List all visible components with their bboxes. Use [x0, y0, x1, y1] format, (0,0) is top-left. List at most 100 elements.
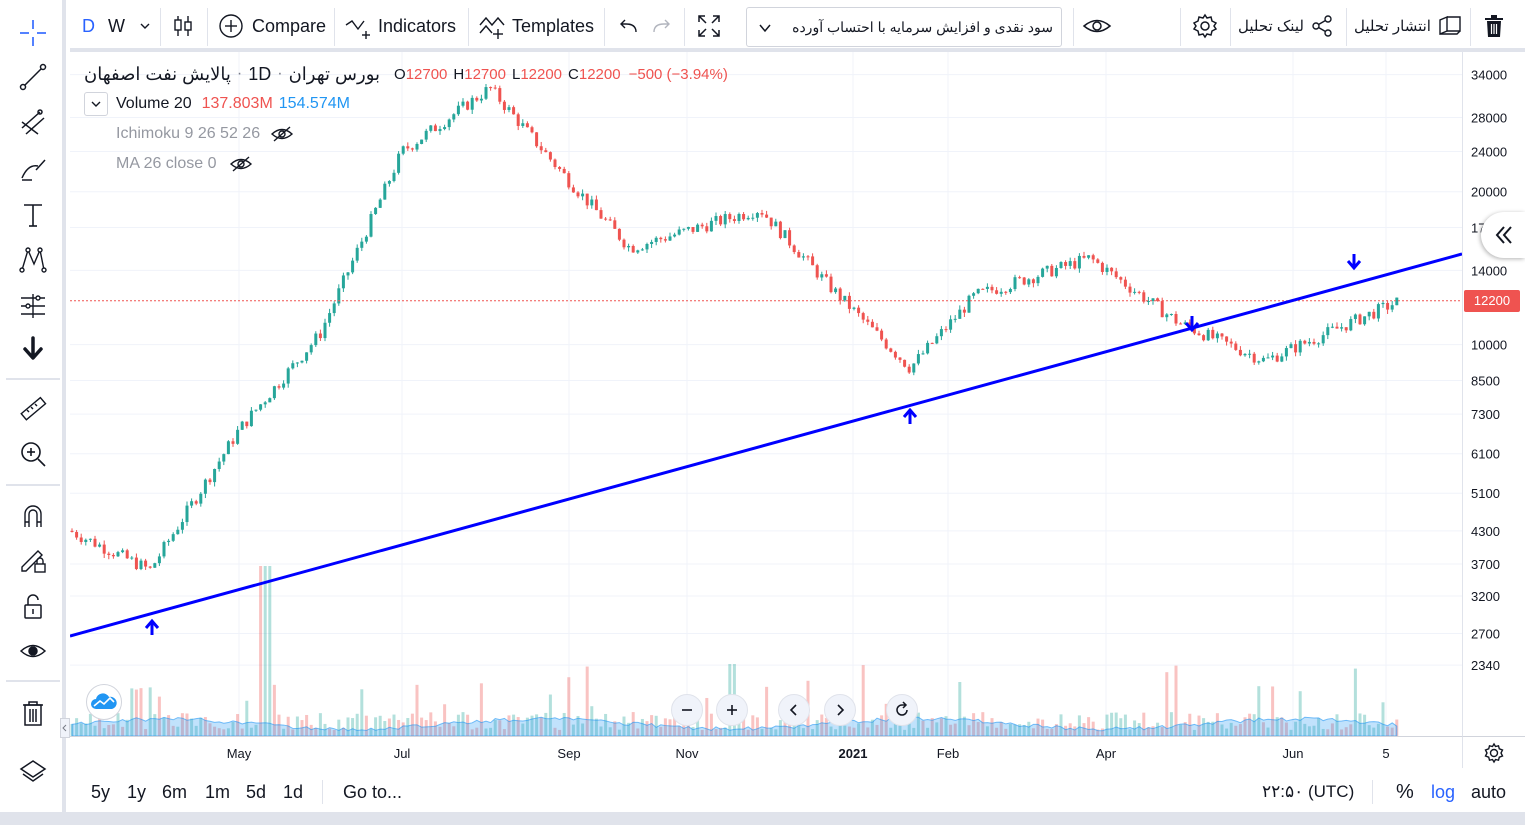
template-select[interactable]: سود نقدی و افزایش سرمایه با احتساب آورده [746, 7, 1062, 47]
undo-icon[interactable] [616, 0, 640, 52]
candle-body [1211, 329, 1215, 339]
interval-daily-button[interactable]: D [82, 0, 95, 52]
publish-button[interactable]: انتشار تحلیل [1354, 0, 1463, 52]
brush-icon[interactable] [12, 150, 54, 188]
zoom-in-icon[interactable] [12, 435, 54, 473]
bottom-toolbar: 5y 1y 6m 1m 5d 1d Go to... ۲۲:۵۰ (UTC) %… [70, 772, 1525, 812]
ohlc-close-label: C [568, 65, 579, 83]
collapse-left-handle-icon[interactable] [60, 718, 70, 738]
ma-legend-row[interactable]: MA 26 close 0 [116, 152, 253, 176]
interval-dropdown-chevron-icon[interactable] [138, 0, 152, 52]
candle-body [1073, 261, 1077, 269]
price-chart[interactable] [69, 52, 1463, 737]
interval-weekly-button[interactable]: W [108, 0, 125, 52]
range-1m-button[interactable]: 1m [205, 772, 230, 812]
range-5d-button[interactable]: 5d [246, 772, 266, 812]
candle-body [599, 210, 603, 219]
volume-bar [1289, 729, 1293, 736]
ichimoku-legend-row[interactable]: Ichimoku 9 26 52 26 [116, 122, 294, 146]
candle-body [1059, 262, 1063, 268]
arrow-up-marker[interactable] [144, 618, 160, 635]
volume-bar [875, 724, 879, 736]
share-link-button[interactable]: لینک تحلیل [1238, 0, 1334, 52]
candle-body [378, 199, 382, 208]
symbol-legend-row[interactable]: پالایش نفت اصفهان · 1D · بورس تهران O 127… [84, 63, 728, 84]
forecast-tool-icon[interactable] [12, 286, 54, 324]
scroll-right-button[interactable] [824, 694, 856, 726]
scale-settings-gear-icon[interactable] [1462, 736, 1525, 768]
volume-legend-row[interactable]: Volume 20 137.803M 154.574M [84, 92, 350, 116]
indicators-button[interactable]: Indicators [344, 0, 456, 52]
range-6m-button[interactable]: 6m [162, 772, 187, 812]
volume-bar [967, 725, 971, 736]
trend-line-icon[interactable] [12, 58, 54, 96]
fullscreen-icon[interactable] [696, 0, 722, 52]
candle-body [406, 146, 410, 149]
percent-scale-toggle[interactable]: % [1396, 772, 1414, 812]
hidden-eye-icon[interactable] [229, 155, 253, 173]
compare-button[interactable]: Compare [218, 0, 326, 52]
arrow-down-marker[interactable] [1346, 254, 1362, 271]
candle-body [245, 421, 249, 427]
arrow-markers[interactable] [144, 254, 1362, 635]
arrow-up-marker[interactable] [902, 407, 918, 424]
chart-type-candles-icon[interactable] [170, 0, 196, 52]
expand-side-panel-button[interactable] [1481, 212, 1525, 258]
candle-body [1220, 333, 1224, 337]
redo-icon[interactable] [650, 0, 674, 52]
zoom-out-button[interactable] [671, 694, 703, 726]
trend-line-drawing[interactable] [69, 252, 1463, 638]
trash-icon[interactable] [12, 694, 54, 732]
auto-scale-toggle[interactable]: auto [1471, 772, 1506, 812]
pattern-tool-icon[interactable] [12, 240, 54, 278]
range-5y-button[interactable]: 5y [91, 772, 110, 812]
templates-button[interactable]: Templates [478, 0, 594, 52]
volume-bar [525, 717, 529, 736]
layers-icon[interactable] [12, 753, 54, 791]
time-tick-label: Apr [1096, 746, 1117, 761]
settings-gear-icon[interactable] [1192, 0, 1218, 52]
visibility-eye-icon[interactable] [1082, 0, 1112, 52]
reset-chart-button[interactable] [886, 694, 918, 726]
fib-tool-icon[interactable] [12, 104, 54, 142]
volume-bar [627, 722, 631, 736]
volume-bar [990, 718, 994, 736]
scroll-left-button[interactable] [778, 694, 810, 726]
crosshair-icon[interactable] [12, 14, 54, 52]
timezone-button[interactable]: ۲۲:۵۰ (UTC) [1262, 772, 1354, 812]
legend-collapse-chevron-icon[interactable] [84, 92, 108, 116]
candle-body [875, 327, 879, 331]
volume-bar [939, 718, 943, 736]
arrow-down-tool-icon[interactable] [12, 330, 54, 368]
candle-body [1349, 319, 1353, 331]
goto-date-button[interactable]: Go to... [343, 772, 402, 812]
time-scale[interactable]: May Jul Sep Nov 2021 Feb Apr Jun 5 [70, 736, 1462, 768]
volume-bar [1367, 725, 1371, 736]
zoom-in-button[interactable] [716, 694, 748, 726]
volume-bar [1344, 727, 1348, 736]
eye-icon[interactable] [12, 632, 54, 670]
volume-bar [972, 713, 976, 736]
toolbar-divider [6, 378, 60, 380]
text-tool-icon[interactable] [12, 196, 54, 234]
range-1d-button[interactable]: 1d [283, 772, 303, 812]
lock-drawing-icon[interactable] [12, 541, 54, 579]
price-scale[interactable]: 3400028000240002000017000140001000085007… [1462, 52, 1525, 736]
toolbar-divider [684, 8, 685, 46]
chart-pane[interactable] [69, 52, 1463, 737]
range-1y-button[interactable]: 1y [127, 772, 146, 812]
ruler-icon[interactable] [12, 390, 54, 428]
candle-body [1229, 341, 1233, 344]
delete-icon[interactable] [1482, 0, 1506, 52]
log-scale-toggle[interactable]: log [1431, 772, 1455, 812]
chart-grid [70, 52, 1462, 736]
candle-body [1183, 322, 1187, 325]
arrow-down-marker[interactable] [1184, 316, 1200, 333]
unlock-icon[interactable] [12, 587, 54, 625]
candle-body [1054, 267, 1058, 277]
hidden-eye-icon[interactable] [270, 125, 294, 143]
magnet-icon[interactable] [12, 497, 54, 535]
candle-body [576, 192, 580, 197]
cloud-logo-button[interactable] [86, 684, 122, 720]
